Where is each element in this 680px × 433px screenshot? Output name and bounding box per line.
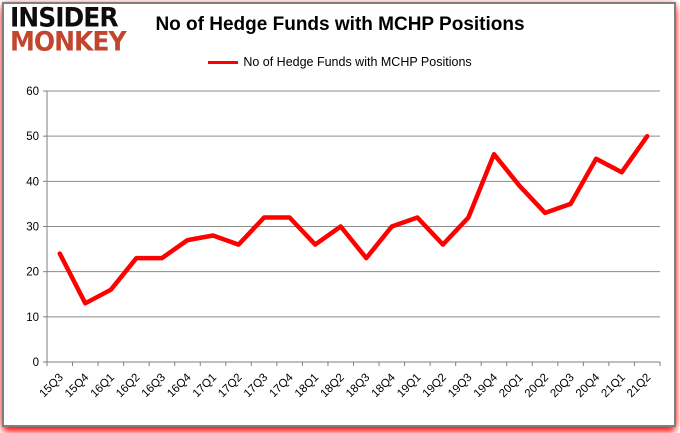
- y-axis-tick-label: 50: [26, 131, 39, 143]
- x-axis-category-label: 18Q1: [293, 372, 321, 400]
- y-axis-tick-label: 0: [33, 357, 39, 369]
- logo-word-insider: INSIDER: [10, 2, 119, 33]
- x-axis-category-label: 21Q2: [625, 372, 653, 400]
- x-axis-category-label: 19Q2: [421, 372, 449, 400]
- y-axis-tick-label: 40: [26, 176, 39, 188]
- x-axis-category-label: 20Q1: [497, 372, 525, 400]
- x-axis-category-label: 19Q1: [395, 372, 423, 400]
- x-axis-category-label: 16Q1: [89, 372, 117, 400]
- chart-title: No of Hedge Funds with MCHP Positions: [155, 14, 525, 35]
- legend-line-swatch: [208, 60, 239, 64]
- y-axis-tick-label: 10: [26, 312, 39, 324]
- x-axis-category-label: 16Q4: [165, 371, 194, 400]
- x-axis-category-label: 20Q2: [523, 372, 551, 400]
- x-axis-category-label: 19Q4: [472, 371, 501, 400]
- y-axis-tick-label: 30: [26, 222, 39, 234]
- x-axis-category-label: 15Q3: [38, 372, 66, 400]
- x-axis-category-label: 18Q3: [344, 372, 372, 400]
- x-axis-category-label: 20Q3: [548, 372, 576, 400]
- x-axis-category-label: 16Q3: [140, 372, 168, 400]
- x-axis-category-label: 17Q2: [216, 372, 244, 400]
- x-axis-category-label: 17Q1: [191, 372, 219, 400]
- x-axis-category-label: 15Q4: [63, 371, 92, 400]
- legend: No of Hedge Funds with MCHP Positions: [0, 55, 680, 69]
- x-axis-category-label: 20Q4: [574, 371, 603, 400]
- x-axis-category-label: 19Q3: [446, 372, 474, 400]
- series-line: [57, 133, 650, 306]
- legend-label: No of Hedge Funds with MCHP Positions: [243, 55, 472, 69]
- x-axis-category-label: 16Q2: [114, 372, 142, 400]
- x-axis-category-label: 17Q4: [267, 371, 296, 400]
- x-axis-category-label: 18Q4: [370, 371, 399, 400]
- x-axis-category-label: 17Q3: [242, 372, 270, 400]
- y-axis-tick-label: 60: [26, 86, 39, 98]
- x-axis-category-label: 21Q1: [599, 372, 627, 400]
- insider-monkey-logo: INSIDER MONKEY: [10, 2, 127, 57]
- y-axis-tick-label: 20: [26, 267, 39, 279]
- logo-word-monkey: MONKEY: [10, 26, 127, 57]
- chart-frame: [2, 2, 676, 427]
- x-axis-category-label: 18Q2: [318, 372, 346, 400]
